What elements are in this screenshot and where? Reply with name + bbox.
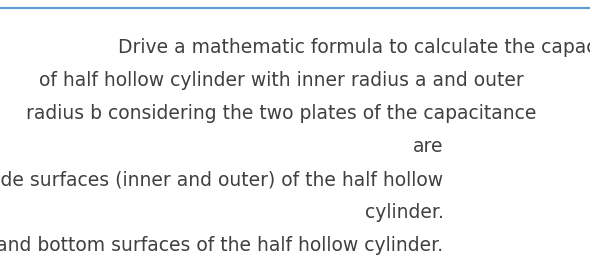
- Text: are: are: [413, 137, 444, 156]
- Text: Drive a mathematic formula to calculate the capacitance: Drive a mathematic formula to calculate …: [119, 38, 590, 57]
- Text: 2- top and bottom surfaces of the half hollow cylinder.: 2- top and bottom surfaces of the half h…: [0, 236, 444, 255]
- Text: of half hollow cylinder with inner radius a and outer: of half hollow cylinder with inner radiu…: [38, 71, 523, 90]
- Text: 1- side surfaces (inner and outer) of the half hollow: 1- side surfaces (inner and outer) of th…: [0, 170, 444, 189]
- Text: cylinder.: cylinder.: [365, 203, 444, 222]
- Text: radius b considering the two plates of the capacitance: radius b considering the two plates of t…: [26, 104, 536, 123]
